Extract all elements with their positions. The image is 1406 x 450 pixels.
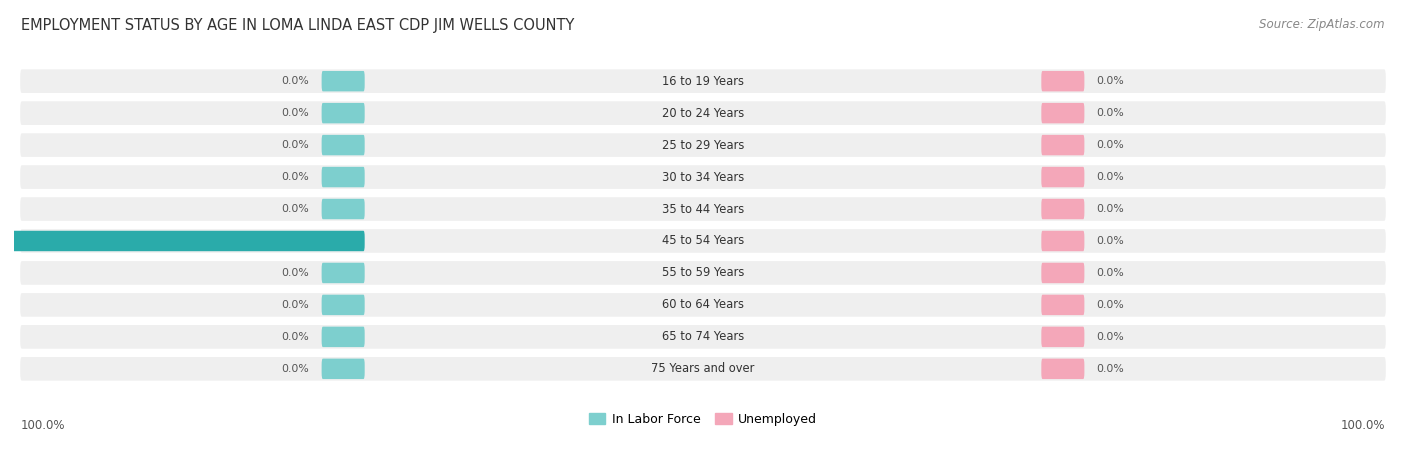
Text: 0.0%: 0.0%: [1097, 300, 1125, 310]
Text: 0.0%: 0.0%: [281, 268, 309, 278]
Text: 0.0%: 0.0%: [1097, 364, 1125, 374]
FancyBboxPatch shape: [322, 327, 364, 347]
Text: 35 to 44 Years: 35 to 44 Years: [662, 202, 744, 216]
FancyBboxPatch shape: [322, 167, 364, 187]
FancyBboxPatch shape: [1042, 167, 1084, 187]
Text: 55 to 59 Years: 55 to 59 Years: [662, 266, 744, 279]
Text: 0.0%: 0.0%: [281, 172, 309, 182]
Text: 0.0%: 0.0%: [1097, 172, 1125, 182]
Text: 0.0%: 0.0%: [1097, 108, 1125, 118]
Text: 0.0%: 0.0%: [281, 332, 309, 342]
FancyBboxPatch shape: [322, 135, 364, 155]
FancyBboxPatch shape: [20, 101, 1386, 125]
Text: 100.0%: 100.0%: [21, 419, 66, 432]
FancyBboxPatch shape: [1042, 135, 1084, 155]
Text: 0.0%: 0.0%: [281, 364, 309, 374]
Text: 100.0%: 100.0%: [1340, 419, 1385, 432]
Legend: In Labor Force, Unemployed: In Labor Force, Unemployed: [583, 408, 823, 431]
Text: 20 to 24 Years: 20 to 24 Years: [662, 107, 744, 120]
Text: 0.0%: 0.0%: [1097, 332, 1125, 342]
Text: 30 to 34 Years: 30 to 34 Years: [662, 171, 744, 184]
FancyBboxPatch shape: [20, 261, 1386, 285]
Text: 75 Years and over: 75 Years and over: [651, 362, 755, 375]
FancyBboxPatch shape: [1042, 263, 1084, 283]
FancyBboxPatch shape: [322, 263, 364, 283]
Text: 65 to 74 Years: 65 to 74 Years: [662, 330, 744, 343]
Text: 0.0%: 0.0%: [1097, 236, 1125, 246]
Text: 25 to 29 Years: 25 to 29 Years: [662, 139, 744, 152]
FancyBboxPatch shape: [322, 103, 364, 123]
Text: 0.0%: 0.0%: [281, 76, 309, 86]
FancyBboxPatch shape: [1042, 199, 1084, 219]
Text: Source: ZipAtlas.com: Source: ZipAtlas.com: [1260, 18, 1385, 31]
FancyBboxPatch shape: [322, 295, 364, 315]
FancyBboxPatch shape: [322, 199, 364, 219]
Text: 0.0%: 0.0%: [281, 204, 309, 214]
FancyBboxPatch shape: [322, 359, 364, 379]
Text: 0.0%: 0.0%: [281, 140, 309, 150]
FancyBboxPatch shape: [0, 231, 364, 251]
FancyBboxPatch shape: [20, 133, 1386, 157]
Text: 45 to 54 Years: 45 to 54 Years: [662, 234, 744, 248]
FancyBboxPatch shape: [1042, 71, 1084, 91]
Text: 0.0%: 0.0%: [281, 108, 309, 118]
Text: 0.0%: 0.0%: [1097, 204, 1125, 214]
FancyBboxPatch shape: [1042, 327, 1084, 347]
FancyBboxPatch shape: [20, 293, 1386, 317]
Text: 0.0%: 0.0%: [1097, 140, 1125, 150]
FancyBboxPatch shape: [20, 69, 1386, 93]
FancyBboxPatch shape: [20, 357, 1386, 381]
FancyBboxPatch shape: [20, 229, 1386, 253]
FancyBboxPatch shape: [1042, 103, 1084, 123]
FancyBboxPatch shape: [20, 325, 1386, 349]
Text: 0.0%: 0.0%: [1097, 268, 1125, 278]
Text: 0.0%: 0.0%: [281, 300, 309, 310]
FancyBboxPatch shape: [322, 71, 364, 91]
FancyBboxPatch shape: [1042, 295, 1084, 315]
Text: 16 to 19 Years: 16 to 19 Years: [662, 75, 744, 88]
FancyBboxPatch shape: [1042, 359, 1084, 379]
Text: 60 to 64 Years: 60 to 64 Years: [662, 298, 744, 311]
Text: EMPLOYMENT STATUS BY AGE IN LOMA LINDA EAST CDP JIM WELLS COUNTY: EMPLOYMENT STATUS BY AGE IN LOMA LINDA E…: [21, 18, 575, 33]
FancyBboxPatch shape: [1042, 231, 1084, 251]
Text: 0.0%: 0.0%: [1097, 76, 1125, 86]
FancyBboxPatch shape: [20, 197, 1386, 221]
FancyBboxPatch shape: [20, 165, 1386, 189]
